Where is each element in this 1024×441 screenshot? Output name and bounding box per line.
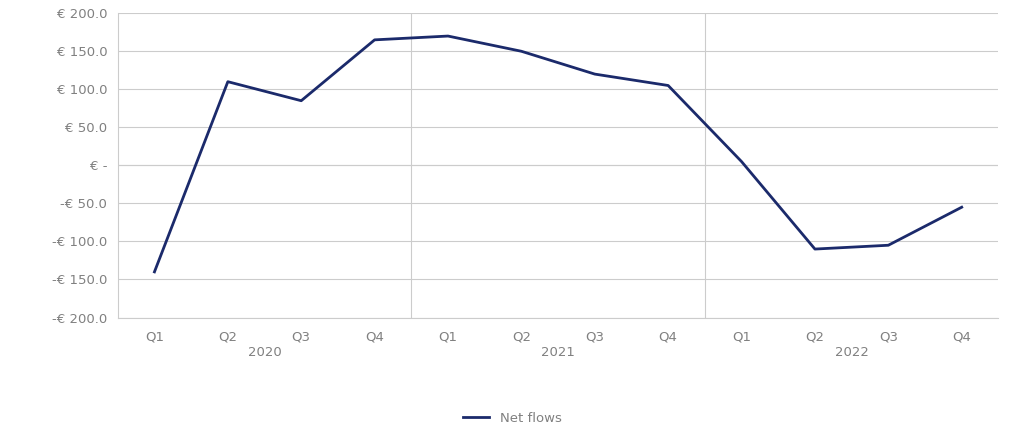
Text: 2022: 2022 — [835, 347, 868, 359]
Legend: Net flows: Net flows — [458, 407, 566, 430]
Text: 2020: 2020 — [248, 347, 282, 359]
Text: 2021: 2021 — [541, 347, 575, 359]
